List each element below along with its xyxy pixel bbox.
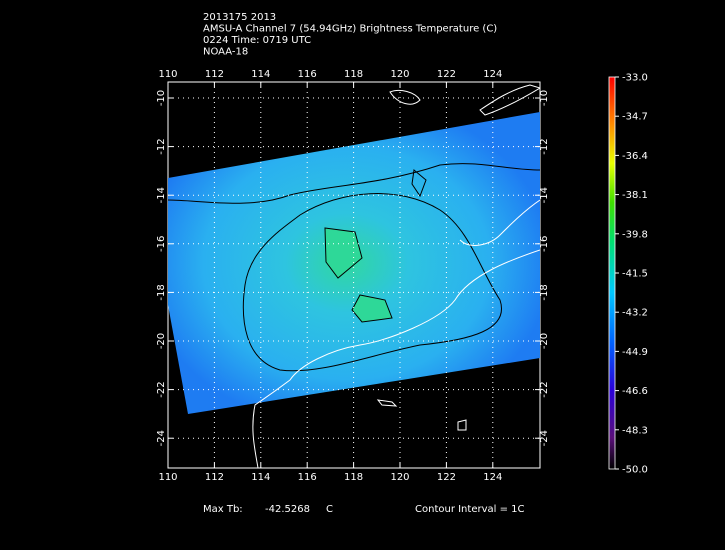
lon-label: 110 — [158, 69, 177, 80]
header-line: NOAA-18 — [203, 47, 248, 58]
lat-label: -16 — [156, 236, 167, 252]
lat-label: -24 — [156, 430, 167, 446]
island — [389, 89, 421, 105]
lat-label: -22 — [156, 381, 167, 397]
lat-label: -20 — [539, 333, 550, 349]
footer-contour: Contour Interval = 1C — [415, 504, 525, 515]
lon-label: 116 — [298, 69, 317, 80]
contour — [168, 163, 540, 204]
lat-label: -12 — [539, 138, 550, 154]
lon-label: 120 — [390, 69, 409, 80]
island — [376, 399, 398, 407]
colorbar-label: -39.8 — [622, 229, 648, 240]
footer-unit: C — [326, 504, 333, 515]
coastline — [459, 199, 540, 246]
footer-label: Max Tb: — [203, 504, 243, 515]
colorbar-label: -48.3 — [622, 425, 648, 436]
lon-label: 118 — [344, 472, 363, 483]
header-line: 2013175 2013 — [203, 12, 276, 23]
lon-label: 124 — [483, 69, 502, 80]
lat-label: -16 — [539, 236, 550, 252]
colorbar-label: -43.2 — [622, 308, 648, 319]
lon-label: 114 — [251, 69, 270, 80]
contour — [324, 227, 363, 279]
coastline — [479, 84, 540, 116]
lon-label: 118 — [344, 69, 363, 80]
colorbar-label: -46.6 — [622, 386, 648, 397]
footer-value: -42.5268 — [265, 504, 310, 515]
lon-label: 112 — [205, 69, 224, 80]
lat-label: -24 — [539, 430, 550, 446]
lat-label: -10 — [539, 90, 550, 106]
map-content — [168, 82, 540, 468]
lat-label: -14 — [539, 187, 550, 203]
lon-label: 114 — [251, 472, 270, 483]
lat-label: -18 — [539, 284, 550, 300]
island — [457, 419, 467, 431]
contour — [242, 193, 502, 372]
lat-label: -20 — [156, 333, 167, 349]
colorbar-labels: -33.0 -34.7 -36.4 -38.1 -39.8 -41.5 -43.2 -44.9… — [615, 73, 648, 476]
lon-label: 120 — [390, 472, 409, 483]
colorbar-label: -41.5 — [622, 269, 648, 280]
axes: 110 110 112 112 114 114 116 116 118 118 120 120 122 1… — [156, 69, 550, 483]
colorbar-label: -33.0 — [622, 73, 648, 84]
lon-label: 112 — [205, 472, 224, 483]
lat-label: -10 — [156, 90, 167, 106]
colorbar-label: -34.7 — [622, 112, 648, 123]
colorbar — [608, 76, 616, 470]
colorbar-label: -38.1 — [622, 190, 648, 201]
header-line: 0224 Time: 0719 UTC — [203, 35, 311, 46]
lat-label: -12 — [156, 138, 167, 154]
lon-label: 116 — [298, 472, 317, 483]
lon-label: 122 — [437, 472, 456, 483]
lat-label: -22 — [539, 381, 550, 397]
colorbar-label: -36.4 — [622, 151, 648, 162]
colorbar-label: -44.9 — [622, 347, 648, 358]
coastline — [252, 249, 540, 468]
lon-label: 110 — [158, 472, 177, 483]
contour — [411, 169, 427, 198]
lat-label: -18 — [156, 284, 167, 300]
graticule — [168, 82, 540, 468]
lon-label: 124 — [483, 472, 502, 483]
lat-label: -14 — [156, 187, 167, 203]
lon-label: 122 — [437, 69, 456, 80]
header-line: AMSU-A Channel 7 (54.94GHz) Brightness T… — [203, 24, 497, 35]
colorbar-label: -50.0 — [622, 465, 648, 476]
